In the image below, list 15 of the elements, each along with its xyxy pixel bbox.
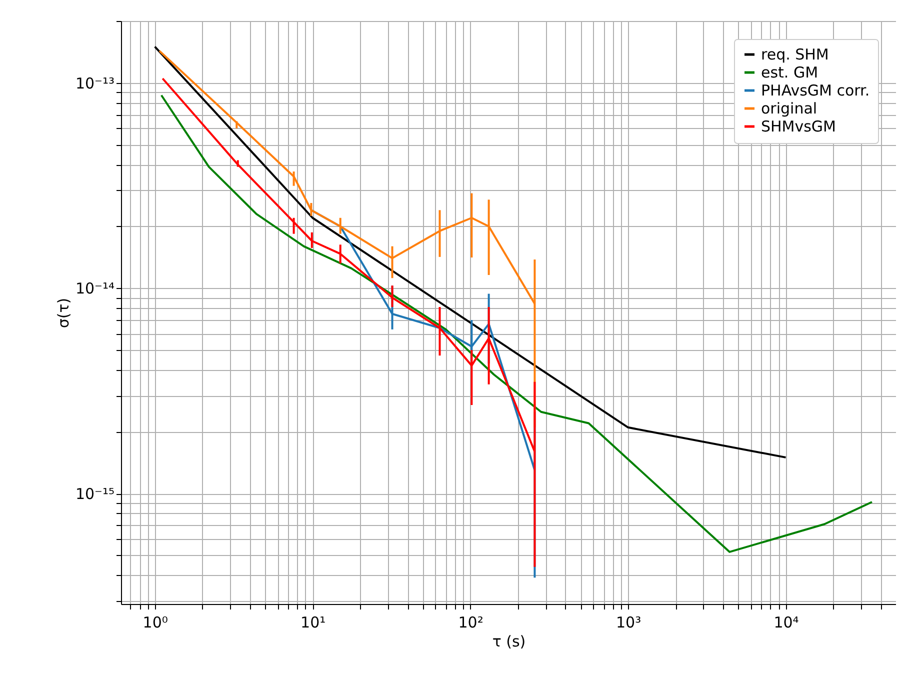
y-tick-label: 10⁻¹⁴ (75, 280, 114, 298)
x-tick-label: 10⁴ (774, 614, 799, 632)
x-tick-label: 10² (458, 614, 484, 632)
x-tick-label: 10⁰ (142, 614, 168, 632)
legend-label: SHMvsGM (761, 118, 836, 136)
x-axis-title: τ (s) (492, 632, 526, 650)
legend-label: original (761, 100, 818, 118)
legend-label: est. GM (761, 64, 818, 82)
legend-label: PHAvsGM corr. (761, 82, 870, 100)
y-tick-label: 10⁻¹⁵ (75, 485, 114, 504)
x-tick-label: 10¹ (300, 614, 326, 632)
legend-label: req. SHM (761, 46, 829, 64)
y-axis-title: σ(τ) (54, 298, 72, 328)
x-tick-label: 10³ (616, 614, 642, 632)
y-tick-label: 10⁻¹³ (75, 74, 114, 92)
